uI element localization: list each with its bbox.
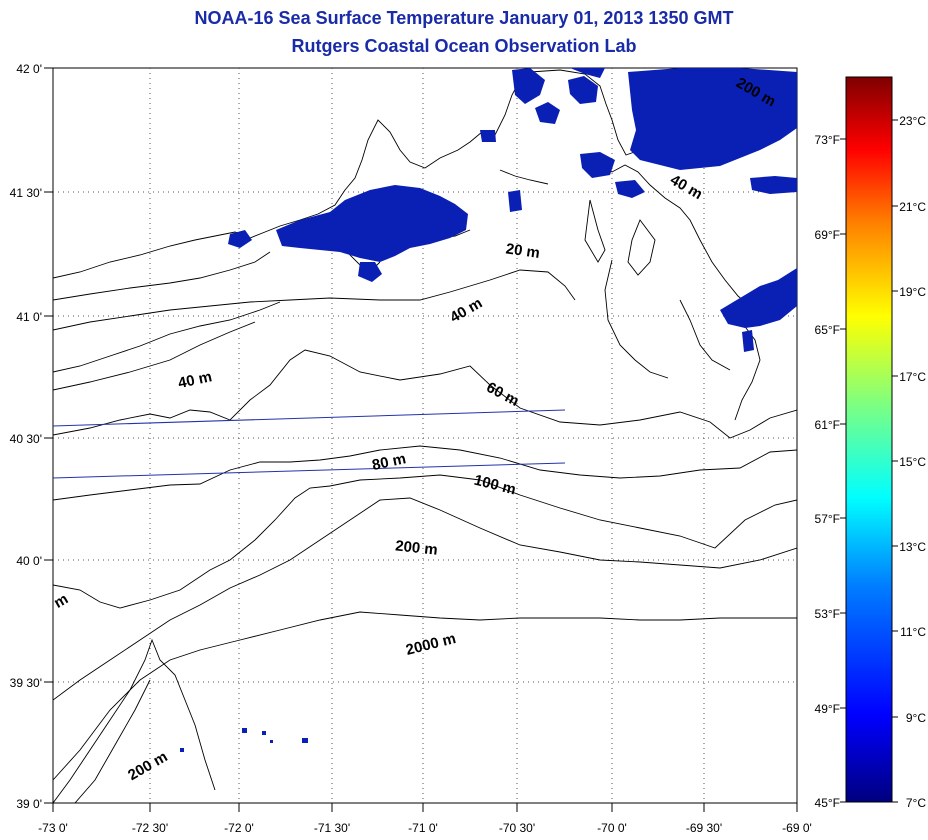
celsius-label: 15°C (899, 455, 926, 469)
celsius-label: 7°C (906, 796, 926, 810)
contour-label: 20 m (505, 240, 541, 262)
lon-label: -72 30' (132, 821, 168, 835)
fahrenheit-label: 53°F (815, 607, 840, 621)
contour-label: 200 m (394, 537, 438, 558)
lon-label: -69 30' (686, 821, 722, 835)
bathymetry-contours (53, 269, 797, 803)
lon-label: -69 0' (782, 821, 812, 835)
fahrenheit-label: 73°F (815, 133, 840, 147)
colorbar-celsius-labels: 23°C 21°C 19°C 17°C 15°C 13°C 11°C 9°C 7… (899, 114, 926, 810)
lon-label: -71 0' (408, 821, 438, 835)
lon-label: -72 0' (224, 821, 254, 835)
lon-label: -73 0' (38, 821, 68, 835)
contour-label: 80 m (371, 450, 408, 474)
lon-label: -71 30' (314, 821, 350, 835)
fahrenheit-label: 57°F (815, 512, 840, 526)
fahrenheit-label: 49°F (815, 702, 840, 716)
fahrenheit-label: 61°F (815, 418, 840, 432)
celsius-label: 13°C (899, 540, 926, 554)
lat-label: 42 0' (16, 62, 42, 76)
lat-label: 41 30' (10, 186, 42, 200)
lat-label: 39 0' (16, 797, 42, 811)
celsius-label: 9°C (906, 711, 926, 725)
fahrenheit-label: 45°F (815, 796, 840, 810)
celsius-label: 11°C (900, 625, 926, 639)
axis-ticks (44, 67, 798, 812)
lon-label: -70 0' (597, 821, 627, 835)
lat-label: 41 0' (16, 310, 42, 324)
lon-label: -70 30' (499, 821, 535, 835)
contour-label: 40 m (177, 368, 214, 392)
fahrenheit-label: 65°F (815, 323, 840, 337)
lat-label: 39 30' (10, 676, 42, 690)
colorbar (845, 76, 893, 803)
colorbar-fahrenheit-labels: 73°F 69°F 65°F 61°F 57°F 53°F 49°F 45°F (815, 133, 840, 810)
satellite-track (53, 409, 566, 479)
celsius-label: 19°C (899, 285, 926, 299)
sst-patches (180, 68, 797, 752)
celsius-label: 17°C (899, 370, 926, 384)
map-title: NOAA-16 Sea Surface Temperature January … (194, 8, 734, 28)
celsius-label: 21°C (899, 200, 926, 214)
graticule (53, 68, 797, 803)
lat-label: 40 30' (10, 432, 42, 446)
longitude-labels: -73 0' -72 30' -72 0' -71 30' -71 0' -70… (38, 821, 812, 835)
celsius-label: 23°C (899, 114, 926, 128)
colorbar-ticks (840, 119, 898, 803)
fahrenheit-label: 69°F (815, 228, 840, 242)
lat-label: 40 0' (16, 554, 42, 568)
map-subtitle: Rutgers Coastal Ocean Observation Lab (291, 36, 637, 56)
latitude-labels: 42 0' 41 30' 41 0' 40 30' 40 0' 39 30' 3… (10, 62, 42, 811)
